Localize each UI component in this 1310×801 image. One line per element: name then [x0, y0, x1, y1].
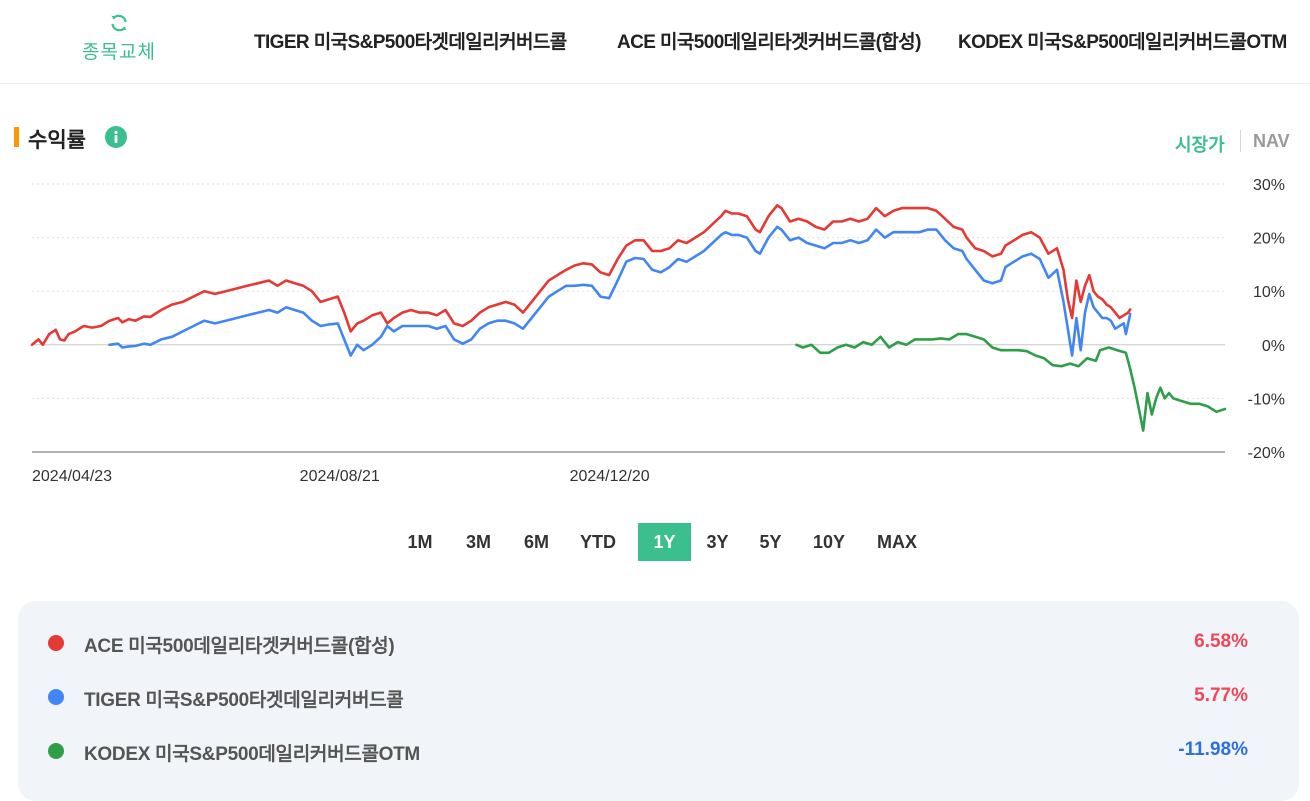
x-tick-label: 2024/04/23: [32, 468, 112, 485]
y-tick-label: -10%: [1248, 391, 1285, 408]
period-selector: 1M 3M 6M YTD 1Y 3Y 5Y 10Y MAX: [398, 523, 933, 561]
market-price-toggle[interactable]: 시장가: [1175, 135, 1225, 155]
y-tick-label: 0%: [1262, 338, 1285, 355]
series-line-tiger: [108, 225, 1132, 357]
legend-value-tiger: 5.77%: [1194, 685, 1248, 706]
legend-name-ace: ACE 미국500데일리타겟커버드콜(합성): [84, 636, 395, 657]
period-5y[interactable]: 5Y: [759, 532, 782, 552]
y-tick-label: 30%: [1253, 177, 1285, 194]
legend-name-tiger: TIGER 미국S&P500타겟데일리커버드콜: [84, 690, 404, 711]
period-3y[interactable]: 3Y: [706, 532, 729, 552]
y-tick-label: 10%: [1253, 284, 1285, 301]
y-tick-label: 20%: [1253, 231, 1285, 248]
swap-fund-button[interactable]: 종목교체: [78, 12, 160, 64]
section-title: 수익률: [28, 129, 86, 152]
series-line-kodex: [795, 332, 1227, 432]
legend-value-kodex: -11.98%: [1178, 739, 1248, 760]
return-chart: 30% 20% 10% 0% -10% -20% 2024/04/23 2024/08/21 2…: [30, 177, 1285, 485]
series-line-ace: [30, 204, 1132, 347]
legend-item-ace: ACE 미국500데일리타겟커버드콜(합성) 6.58%: [48, 628, 1248, 658]
legend-dot-kodex: [48, 743, 64, 759]
period-max[interactable]: MAX: [877, 532, 917, 552]
refresh-icon: [111, 14, 127, 32]
period-1y[interactable]: 1Y: [638, 523, 691, 561]
swap-fund-label: 종목교체: [82, 42, 156, 63]
x-tick-label: 2024/08/21: [300, 468, 380, 485]
legend-item-kodex: KODEX 미국S&P500데일리커버드콜OTM -11.98%: [48, 736, 1248, 766]
fund-selector-header: 종목교체 TIGER 미국S&P500타겟데일리커버드콜 ACE 미국500데일…: [0, 0, 1310, 84]
fund-tab-ace[interactable]: ACE 미국500데일리타겟커버드콜(합성): [617, 32, 921, 53]
chart-axes: 30% 20% 10% 0% -10% -20% 2024/04/23 2024/08/21 2…: [32, 177, 1285, 485]
period-10y[interactable]: 10Y: [812, 532, 846, 552]
section-marker: [14, 127, 19, 147]
legend-value-ace: 6.58%: [1194, 631, 1248, 652]
period-3m[interactable]: 3M: [465, 532, 491, 552]
period-ytd[interactable]: YTD: [580, 532, 616, 552]
x-tick-label: 2024/12/20: [570, 468, 650, 485]
toggle-divider: [1240, 130, 1241, 152]
y-tick-label: -20%: [1248, 445, 1285, 462]
legend-dot-tiger: [48, 689, 64, 705]
legend-dot-ace: [48, 635, 64, 651]
fund-tab-tiger[interactable]: TIGER 미국S&P500타겟데일리커버드콜: [254, 32, 567, 53]
chart-grid: [32, 183, 1225, 453]
legend-name-kodex: KODEX 미국S&P500데일리커버드콜OTM: [84, 744, 420, 765]
info-icon[interactable]: [105, 126, 127, 148]
legend-item-tiger: TIGER 미국S&P500타겟데일리커버드콜 5.77%: [48, 682, 1248, 712]
chart-series: [30, 204, 1227, 432]
fund-tab-kodex[interactable]: KODEX 미국S&P500데일리커버드콜OTM: [958, 32, 1287, 53]
period-1m[interactable]: 1M: [407, 532, 433, 552]
nav-toggle[interactable]: NAV: [1253, 131, 1290, 151]
legend-panel: ACE 미국500데일리타겟커버드콜(합성) 6.58% TIGER 미국S&P…: [18, 601, 1299, 801]
period-6m[interactable]: 6M: [523, 532, 549, 552]
